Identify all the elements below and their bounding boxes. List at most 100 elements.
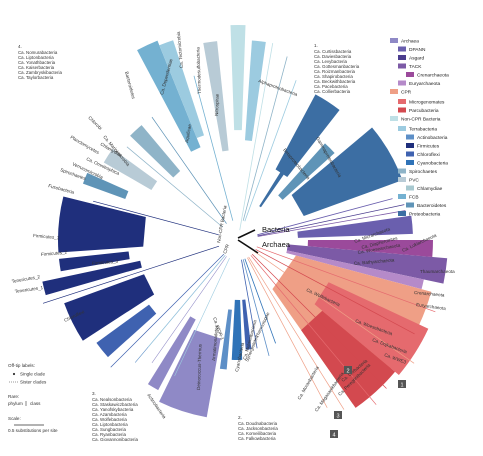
clade-label-thermotogae: Thermotogae [254, 311, 270, 338]
legend-label-14: Cyanobacteria [417, 161, 448, 167]
legend-swatch-20 [398, 211, 406, 216]
clade-label-firmicutes-2: Firmicutes_2 [41, 250, 68, 257]
branch-17 [257, 204, 405, 237]
legend-swatch-4 [406, 72, 414, 77]
svg-text:Sister clades: Sister clades [20, 380, 47, 385]
legend-label-3: TACK [409, 64, 422, 70]
svg-text:0.5 substitutions per site: 0.5 substitutions per site [8, 428, 58, 433]
legend-label-18: FCB [409, 195, 419, 201]
svg-text:Ca. Shapirobacteria: Ca. Shapirobacteria [314, 74, 353, 79]
clade-label-aquificae: Aquificae [184, 123, 192, 143]
legend-swatch-11 [406, 134, 414, 140]
clade-label-euryarchaeota: Euryarchaeota [416, 302, 447, 311]
branch-18 [257, 210, 406, 237]
wedge-armatimonadetes [219, 309, 232, 370]
branch-11 [244, 258, 276, 344]
wedge-actinobacteria [159, 329, 221, 418]
svg-text:Ca. Yonathbacteria: Ca. Yonathbacteria [18, 60, 56, 65]
wedge-firmicutes-1 [58, 196, 146, 253]
legend-swatch-1 [398, 46, 406, 52]
clade-label-moranbacteria: Ca. Moranbacteria [297, 365, 320, 401]
wedge-betaproteobacteria [278, 143, 335, 200]
legend-swatch-9 [390, 116, 398, 121]
svg-text:Ca. Liptonbacteria: Ca. Liptonbacteria [92, 422, 128, 427]
legend-swatch-12 [406, 143, 414, 148]
clade-label-chlorobi: Chlorobi [87, 115, 103, 131]
bacteria-root-line [237, 229, 256, 239]
svg-text:Ca. Komeilibacteria: Ca. Komeilibacteria [238, 431, 277, 436]
legend-swatch-10 [398, 126, 406, 131]
branch-4 [151, 116, 227, 224]
tree-branches [42, 42, 436, 410]
branch-2 [239, 42, 274, 231]
svg-text:Ca. Pacebacteria: Ca. Pacebacteria [314, 84, 348, 89]
archaea-label: Archaea [262, 240, 291, 249]
branch-14 [151, 256, 227, 364]
clade-label-bacteroidetes: Bacteroidetes [124, 71, 136, 100]
clade-label-tenericutes-1: Tenericutes_1 [14, 285, 43, 294]
legend-swatch-18 [398, 194, 406, 199]
clade-wedges [42, 25, 448, 418]
wedge-thaumarchaeota [307, 240, 434, 257]
single-clade-dot-icon [12, 372, 16, 376]
branch-20 [255, 249, 415, 335]
badge-2: 2 [344, 366, 352, 375]
wedge-crenarchaeota [286, 244, 448, 284]
legend-label-11: Actinobacteria [417, 135, 448, 141]
branch-3 [193, 75, 234, 221]
legend-swatch-14 [406, 160, 414, 165]
branch-10 [174, 257, 230, 377]
branch-13 [241, 259, 258, 349]
svg-text:1.: 1. [314, 43, 318, 48]
svg-text:4: 4 [332, 433, 335, 439]
wedge-melainabacteria [242, 299, 252, 350]
legend-swatch-17 [406, 185, 414, 191]
clade-label-firmicutes-1: Firmicutes_1 [33, 233, 60, 240]
svg-text:Ca. Levybacteria: Ca. Levybacteria [314, 59, 348, 64]
branch-16 [257, 198, 393, 236]
svg-text:Ca. Liptonbacteria: Ca. Liptonbacteria [18, 55, 54, 60]
wedge-nitrospirae [203, 41, 229, 152]
block-1: 1. Ca. Curtissbacteria Ca. Daviesbacteri… [314, 43, 360, 94]
wedge-actinobacteria-2 [147, 316, 196, 391]
legend-swatch-7 [398, 99, 406, 104]
wedge-chlorobi [159, 40, 205, 139]
badge-4: 4 [330, 430, 338, 439]
svg-text:Ca. Beckwithbacteria: Ca. Beckwithbacteria [314, 79, 356, 84]
svg-text:1: 1 [400, 383, 403, 389]
svg-text:Ca. Taylorbacteria: Ca. Taylorbacteria [18, 75, 54, 80]
svg-text:4.: 4. [18, 44, 22, 49]
svg-text:class: class [30, 401, 41, 406]
legend-label-12: Firmicutes [417, 144, 440, 150]
legend-label-10: Terrabacteria [409, 127, 437, 133]
branch-15 [147, 255, 226, 348]
legend-swatch-0 [390, 38, 398, 43]
badge-1: 1 [398, 380, 406, 389]
legend-label-17: Chlamydiae [417, 186, 443, 192]
cpr-label: CPR [222, 243, 230, 254]
branch-24 [248, 256, 345, 410]
svg-text:2: 2 [346, 369, 349, 375]
clade-label-crenarchaeota: Crenarchaeota [414, 290, 445, 298]
clade-label-thermodesulfobacteria: Thermodesulfobacteria [195, 47, 202, 95]
branch-6 [93, 200, 219, 236]
svg-text:Ca. Azambacteria: Ca. Azambacteria [92, 412, 127, 417]
svg-text:Ca. Curtissbacteria: Ca. Curtissbacteria [314, 49, 352, 54]
branch-19 [256, 246, 436, 313]
legend-swatch-2 [398, 55, 406, 60]
block-4: 4. Ca. Nomurabacteria Ca. Liptonbacteria… [18, 44, 62, 80]
clade-label-nitrospirae: Nitrospirae [214, 93, 220, 116]
clade-label-cyanobacteria: Cyanobacteria [234, 342, 245, 372]
svg-text:3.: 3. [92, 391, 96, 396]
svg-text:Rare:: Rare: [8, 394, 19, 399]
clade-label-tenericutes-2: Tenericutes_2 [11, 274, 40, 284]
legend-swatch-15 [398, 168, 406, 174]
svg-text:Ca. Falkowbacteria: Ca. Falkowbacteria [238, 436, 276, 441]
wedge-aquificae [244, 40, 266, 141]
wedge-parcubacteria [301, 310, 396, 408]
legend-swatch-5 [398, 80, 406, 86]
legend-label-16: PVC [409, 178, 419, 184]
legend-label-15: Spirochaetes [409, 169, 438, 175]
wedge-bacteroidetes [137, 40, 201, 152]
branch-7 [42, 245, 220, 304]
